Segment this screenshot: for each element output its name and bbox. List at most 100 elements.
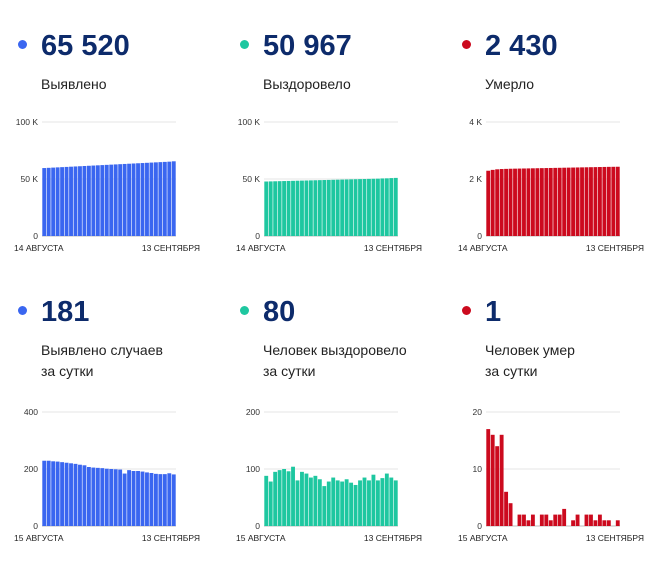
series-dot	[462, 40, 471, 49]
bar	[264, 475, 269, 526]
bar	[575, 514, 580, 526]
bar	[78, 464, 82, 526]
bar	[566, 167, 571, 236]
bar	[593, 167, 598, 236]
stat-label: Выявлено	[41, 74, 107, 95]
bar	[367, 178, 371, 236]
bar	[486, 429, 491, 526]
bar	[358, 179, 362, 236]
bar	[313, 475, 318, 526]
y-tick-label: 100	[246, 464, 260, 474]
panel-daily-recovered: 80 Человек выздоровело за сутки	[240, 296, 450, 566]
bar	[539, 514, 544, 526]
bar	[264, 181, 269, 236]
bar	[149, 162, 154, 236]
bar	[286, 180, 291, 236]
bar	[495, 169, 500, 236]
panel-recovered: 50 967 Выздоровело	[240, 30, 450, 300]
bar	[118, 469, 123, 526]
bar	[149, 472, 154, 526]
bar	[530, 168, 535, 236]
bar	[153, 473, 158, 526]
bar	[353, 179, 358, 236]
bar	[167, 473, 172, 526]
bar	[317, 479, 322, 526]
bar	[539, 168, 544, 236]
stat-label-line: Человек выздоровело	[263, 342, 407, 358]
bar	[326, 481, 331, 526]
bar	[122, 473, 127, 526]
bar	[584, 514, 589, 526]
bar	[504, 168, 509, 236]
stat-number: 181	[41, 296, 90, 328]
x-tick-label: 15 АВГУСТА	[458, 533, 508, 543]
bar	[495, 446, 500, 526]
x-tick-label: 13 СЕНТЯБРЯ	[142, 243, 200, 253]
panel-daily-deaths: 1 Человек умер за сутки	[462, 296, 665, 566]
series-dot	[462, 306, 471, 315]
bar	[499, 169, 504, 236]
bar	[589, 514, 593, 526]
bar	[606, 166, 611, 236]
bar	[597, 167, 602, 236]
mini-bar-chart: 0 200 400 15 АВГУСТА 13 СЕНТЯБРЯ	[14, 407, 200, 543]
bar	[589, 167, 593, 236]
x-tick-label: 13 СЕНТЯБРЯ	[364, 533, 422, 543]
bar	[358, 480, 362, 526]
bar	[362, 179, 367, 236]
mini-bar-chart: 0 2 K 4 K 14 АВГУСТА 13 СЕНТЯБРЯ	[458, 117, 644, 253]
bar	[78, 166, 82, 236]
bar	[362, 477, 367, 526]
mini-bar-chart: 0 50 K 100 K 14 АВГУСТА 13 СЕНТЯБРЯ	[14, 117, 200, 253]
stat-label-line: Выявлено	[41, 76, 107, 92]
bar	[51, 461, 56, 526]
bar	[508, 503, 513, 526]
bar	[145, 162, 149, 236]
bar	[575, 167, 580, 236]
bar	[513, 168, 517, 236]
bar	[597, 514, 602, 526]
bar	[490, 169, 495, 236]
bar	[127, 163, 132, 236]
bar	[136, 163, 140, 236]
bar	[562, 167, 567, 236]
bar	[127, 470, 132, 526]
bar	[517, 514, 522, 526]
bar	[615, 520, 620, 526]
bar	[55, 167, 60, 236]
bar	[158, 474, 163, 526]
bar	[526, 520, 531, 526]
bar	[331, 477, 336, 526]
bar	[571, 520, 576, 526]
bar	[153, 162, 158, 236]
bar	[82, 166, 87, 236]
bar	[335, 480, 340, 526]
bar	[95, 467, 100, 526]
bar	[349, 179, 354, 236]
bar	[277, 470, 282, 526]
y-tick-label: 0	[255, 521, 260, 531]
series-dot	[240, 306, 249, 315]
y-tick-label: 0	[477, 521, 482, 531]
bar	[548, 167, 553, 236]
bar	[353, 484, 358, 526]
bar	[313, 180, 318, 236]
mini-bar-chart: 0 100 200 15 АВГУСТА 13 СЕНТЯБРЯ	[236, 407, 422, 543]
panel-daily-detected: 181 Выявлено случаев за сутки	[18, 296, 228, 566]
bar	[104, 468, 109, 526]
y-tick-label: 200	[24, 464, 38, 474]
bar	[326, 179, 331, 236]
y-tick-label: 20	[473, 407, 483, 417]
bar	[571, 167, 576, 236]
bar	[100, 165, 105, 236]
bar	[580, 167, 584, 236]
bar	[42, 460, 47, 526]
y-tick-label: 0	[477, 231, 482, 241]
bar	[557, 167, 562, 236]
stat-label-line: Человек умер	[485, 342, 575, 358]
stat-number: 50 967	[263, 30, 352, 62]
bar	[300, 180, 304, 236]
panel-deaths: 2 430 Умерло	[462, 30, 665, 300]
bar	[291, 180, 295, 236]
stat-label-line: за сутки	[485, 363, 538, 379]
